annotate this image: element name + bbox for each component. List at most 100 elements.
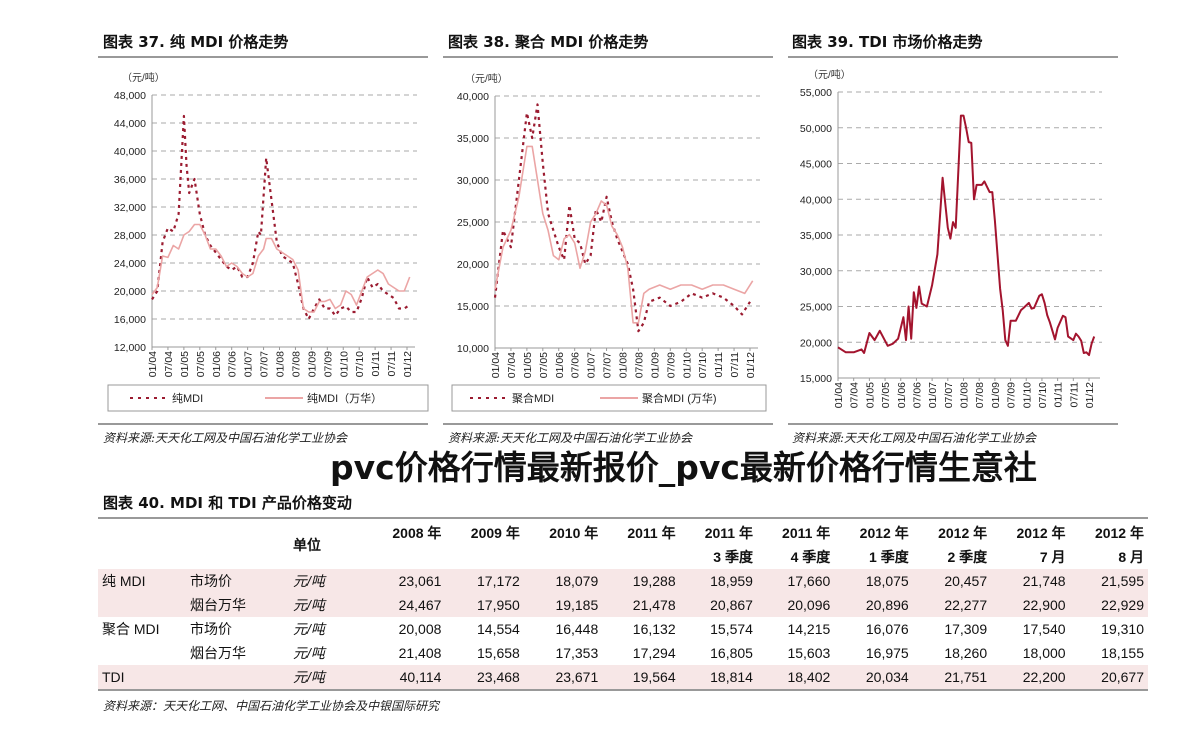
- column-header: 2012 年 8 月: [1070, 518, 1148, 569]
- x-tick-label: 07/04: [506, 352, 518, 378]
- value-cell: 24,467: [367, 593, 446, 617]
- value-cell: 17,950: [445, 593, 524, 617]
- value-cell: 20,867: [679, 593, 757, 617]
- value-cell: 19,185: [523, 593, 603, 617]
- series-line-0: [151, 114, 411, 321]
- product-cell: 纯 MDI: [98, 569, 186, 593]
- value-cell: 21,478: [602, 593, 680, 617]
- y-tick-label: 10,000: [457, 343, 489, 355]
- column-header: 2009 年: [445, 518, 523, 569]
- column-header-line: [528, 545, 598, 569]
- product-cell: 聚合 MDI: [102, 621, 160, 637]
- x-tick-label: 07/11: [386, 351, 398, 377]
- x-tick-label: 07/10: [697, 352, 709, 378]
- value-cell: 17,294: [632, 645, 676, 661]
- unit-cell: 元/吨: [289, 593, 367, 617]
- x-tick-label: 07/06: [570, 352, 582, 378]
- x-tick-label: 07/04: [163, 351, 175, 377]
- chart-37-title: 图表 37. 纯 MDI 价格走势: [103, 33, 289, 51]
- value-cell: 16,975: [865, 645, 909, 661]
- column-header: 2010 年: [524, 518, 602, 569]
- x-tick-label: 01/09: [649, 352, 661, 378]
- divider: [788, 423, 1118, 425]
- table-row: 聚合 MDI 市场价 元/吨 20,008 14,554 16,448 16,132 15,5…: [98, 617, 1148, 641]
- unit-cell: 元/吨: [289, 665, 367, 690]
- table-row: 烟台万华 元/吨 24,467 17,950 19,185 21,478 20,867 20,…: [98, 593, 1148, 617]
- y-tick-label: 36,000: [114, 174, 146, 186]
- column-header-line: 2 季度: [947, 549, 988, 565]
- price-type-cell: 烟台万华: [186, 593, 289, 617]
- y-tick-label: 28,000: [114, 230, 146, 242]
- column-header: 2008 年: [367, 518, 445, 569]
- chart-38-source: 资料来源:天天化工网及中国石油化学工业协会: [448, 431, 693, 445]
- column-header: 2011 年 4 季度: [757, 518, 834, 569]
- x-tick-label: 01/06: [896, 382, 908, 408]
- x-tick-label: 07/07: [602, 352, 614, 378]
- blank-header: [186, 518, 289, 569]
- x-tick-label: 01/06: [554, 352, 566, 378]
- y-tick-label: 24,000: [114, 258, 146, 270]
- price-type-cell: 市场价: [186, 569, 289, 593]
- y-tick-label: 40,000: [800, 194, 832, 206]
- value-cell: 18,402: [756, 665, 835, 690]
- value-cell: 17,353: [555, 645, 599, 661]
- x-tick-label: 07/07: [943, 382, 955, 408]
- y-tick-label: 48,000: [114, 90, 146, 102]
- unit-label: （元/吨）: [465, 72, 508, 85]
- value-cell: 18,155: [1101, 645, 1144, 661]
- price-type-cell: 烟台万华: [190, 645, 246, 661]
- column-header-line: 2012 年: [859, 525, 909, 541]
- legend-label: 纯MDI（万华）: [307, 391, 382, 405]
- value-cell: 23,061: [367, 569, 446, 593]
- y-tick-label: 40,000: [114, 146, 146, 158]
- product-cell: TDI: [98, 665, 186, 690]
- series-line-0: [837, 114, 1096, 357]
- x-tick-label: 01/10: [681, 352, 693, 378]
- value-cell: 21,595: [1069, 569, 1148, 593]
- value-cell: 16,805: [710, 645, 753, 661]
- value-cell: 20,677: [1069, 665, 1148, 690]
- value-cell: 20,457: [912, 569, 992, 593]
- chart-37-source: 资料来源:天天化工网及中国石油化学工业协会: [103, 431, 348, 445]
- y-tick-label: 15,000: [800, 373, 832, 385]
- x-tick-label: 01/09: [306, 351, 318, 377]
- x-tick-label: 07/07: [259, 351, 271, 377]
- series-line-1: [494, 145, 754, 324]
- y-tick-label: 45,000: [800, 159, 832, 171]
- value-cell: 22,900: [991, 593, 1070, 617]
- x-tick-label: 07/08: [974, 382, 986, 408]
- unit-label: （元/吨）: [122, 71, 165, 84]
- legend-label: 聚合MDI (万华): [642, 391, 717, 405]
- y-tick-label: 20,000: [114, 286, 146, 298]
- column-header-line: 2008 年: [392, 525, 442, 541]
- x-tick-label: 01/11: [1053, 382, 1065, 408]
- value-cell: 18,260: [944, 645, 988, 661]
- value-cell: 18,079: [523, 569, 603, 593]
- price-type-cell: 市场价: [190, 621, 232, 637]
- y-tick-label: 30,000: [457, 175, 489, 187]
- column-header: 2012 年 7 月: [991, 518, 1069, 569]
- value-cell: 18,959: [679, 569, 757, 593]
- y-tick-label: 55,000: [800, 87, 832, 99]
- column-header-line: 2009 年: [470, 525, 520, 541]
- x-tick-label: 07/05: [195, 351, 207, 377]
- column-header-line: [371, 545, 441, 569]
- x-tick-label: 07/10: [354, 351, 366, 377]
- series-line-1: [151, 223, 411, 313]
- y-tick-label: 30,000: [800, 266, 832, 278]
- value-cell: 20,096: [756, 593, 835, 617]
- value-cell: 19,288: [602, 569, 680, 593]
- table-row: 纯 MDI 市场价 元/吨 23,061 17,172 18,079 19,288 18,95…: [98, 569, 1148, 593]
- unit-cell: 元/吨: [293, 645, 325, 661]
- y-tick-label: 40,000: [457, 91, 489, 103]
- x-tick-label: 01/11: [713, 352, 725, 378]
- x-tick-label: 01/07: [927, 382, 939, 408]
- unit-header: 单位: [293, 537, 321, 553]
- chart-39-source: 资料来源:天天化工网及中国石油化学工业协会: [792, 431, 1037, 445]
- column-header-line: [606, 545, 675, 569]
- y-tick-label: 32,000: [114, 202, 146, 214]
- x-tick-label: 01/08: [618, 352, 630, 378]
- x-tick-label: 01/05: [522, 352, 534, 378]
- y-tick-label: 15,000: [457, 301, 489, 313]
- legend-label: 聚合MDI: [512, 391, 554, 405]
